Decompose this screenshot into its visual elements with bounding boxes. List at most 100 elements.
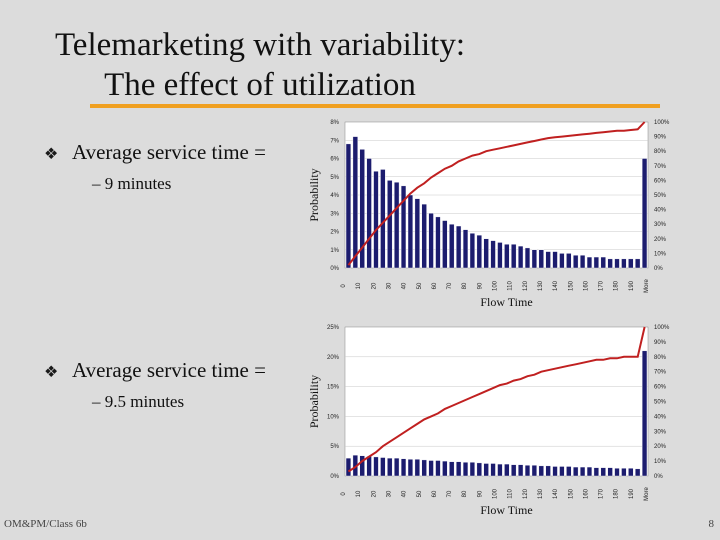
histogram-bar <box>538 465 544 477</box>
bullet-icon: ❖ <box>44 146 59 163</box>
y-tick-label: 15% <box>327 385 340 391</box>
histogram-bar <box>421 203 427 269</box>
bullet-icon: ❖ <box>44 364 59 381</box>
y-tick-label: 7% <box>330 138 339 144</box>
histogram-bar <box>524 465 531 477</box>
histogram-bar <box>552 251 558 269</box>
x-tick-label: 70 <box>447 490 453 497</box>
histogram-bar <box>586 256 593 269</box>
y2-tick-label: 60% <box>654 385 667 391</box>
histogram-bar <box>456 225 462 269</box>
histogram-bar <box>511 464 517 477</box>
histogram-bar <box>421 459 427 477</box>
y2-tick-label: 50% <box>654 193 667 199</box>
x-tick-label: 80 <box>462 490 468 497</box>
y2-tick-label: 20% <box>654 237 667 243</box>
y2-tick-label: 10% <box>654 251 667 257</box>
histogram-bar <box>497 242 503 269</box>
x-tick-label: 140 <box>553 280 559 291</box>
histogram-bar <box>414 459 420 477</box>
histogram-bar <box>380 169 386 269</box>
x-tick-label: More <box>644 279 650 293</box>
histogram-bar <box>628 258 634 269</box>
bullet-2-label: Average service time = <box>72 358 266 382</box>
y2-tick-label: 80% <box>654 355 667 361</box>
histogram-bar <box>387 457 393 477</box>
bullet-1-label: Average service time = <box>72 140 266 164</box>
x-tick-label: 120 <box>523 488 529 499</box>
histogram-bar <box>373 171 379 269</box>
histogram-bar <box>531 249 537 269</box>
histogram-bar <box>483 463 489 477</box>
y-tick-label: 5% <box>330 444 339 450</box>
histogram-bar <box>400 185 407 269</box>
histogram-bar <box>566 253 572 269</box>
x-tick-label: 150 <box>568 488 574 499</box>
y-tick-label: 1% <box>330 248 339 254</box>
histogram-bar <box>435 460 441 477</box>
x-tick-label: More <box>644 487 650 501</box>
y2-tick-label: 60% <box>654 178 667 184</box>
histogram-bar <box>394 182 400 269</box>
histogram-bar <box>407 194 414 269</box>
histogram-bar <box>428 213 434 269</box>
x-tick-label: 90 <box>477 282 483 289</box>
histogram-bar <box>449 461 455 477</box>
x-tick-label: 180 <box>614 280 620 291</box>
bullet-2-sub: – 9.5 minutes <box>92 392 185 411</box>
histogram-bar <box>469 233 476 269</box>
histogram-bar <box>366 456 372 477</box>
histogram-bar <box>621 468 627 477</box>
histogram-bar <box>607 258 613 269</box>
x-tick-label: 100 <box>493 488 499 499</box>
histogram-bar <box>387 180 393 269</box>
histogram-bar <box>635 258 641 269</box>
y-tick-label: 8% <box>330 120 339 126</box>
x-tick-label: 130 <box>538 280 544 291</box>
histogram-bar <box>614 258 620 269</box>
x-tick-label: 20 <box>371 282 377 289</box>
y-tick-label: 0% <box>330 266 339 272</box>
x-tick-label: 40 <box>402 282 408 289</box>
y2-tick-label: 100% <box>654 325 670 331</box>
histogram-bar <box>621 258 627 269</box>
histogram-bar <box>573 466 579 477</box>
histogram-bar <box>586 466 593 477</box>
histogram-bar <box>449 223 455 269</box>
histogram-bar <box>476 462 482 477</box>
y-tick-label: 20% <box>327 355 340 361</box>
x-tick-label: 10 <box>356 490 362 497</box>
y-tick-label: 2% <box>330 230 339 236</box>
histogram-bar <box>524 247 531 269</box>
histogram-bar <box>573 255 579 269</box>
y2-tick-label: 100% <box>654 120 670 126</box>
x-tick-label: 50 <box>417 490 423 497</box>
x-tick-label: 110 <box>508 489 514 499</box>
y2-tick-label: 0% <box>654 474 663 480</box>
y2-tick-label: 30% <box>654 222 667 228</box>
histogram-bar <box>607 467 613 477</box>
x-tick-label: 170 <box>599 280 605 291</box>
histogram-bar <box>545 251 551 269</box>
y-tick-label: 10% <box>327 414 340 420</box>
histogram-bar <box>400 458 407 477</box>
x-tick-label: 70 <box>447 282 453 289</box>
x-axis-label: Flow Time <box>480 503 532 517</box>
histogram-bar <box>490 240 496 269</box>
histogram-bar <box>566 466 572 477</box>
x-tick-label: 60 <box>432 490 438 497</box>
slide-title-line-2: The effect of utilization <box>104 67 416 103</box>
histogram-bar <box>538 249 544 269</box>
histogram-bar <box>394 457 400 477</box>
y2-tick-label: 30% <box>654 429 667 435</box>
histogram-bar <box>380 457 386 477</box>
y2-tick-label: 70% <box>654 370 667 376</box>
cumulative-line <box>347 121 646 266</box>
bullet-1-sub: – 9 minutes <box>92 174 172 193</box>
histogram-bar <box>476 234 482 269</box>
y2-tick-label: 70% <box>654 164 667 170</box>
cumulative-line <box>347 326 646 473</box>
histogram-bar <box>552 466 558 477</box>
x-tick-label: 190 <box>629 280 635 291</box>
